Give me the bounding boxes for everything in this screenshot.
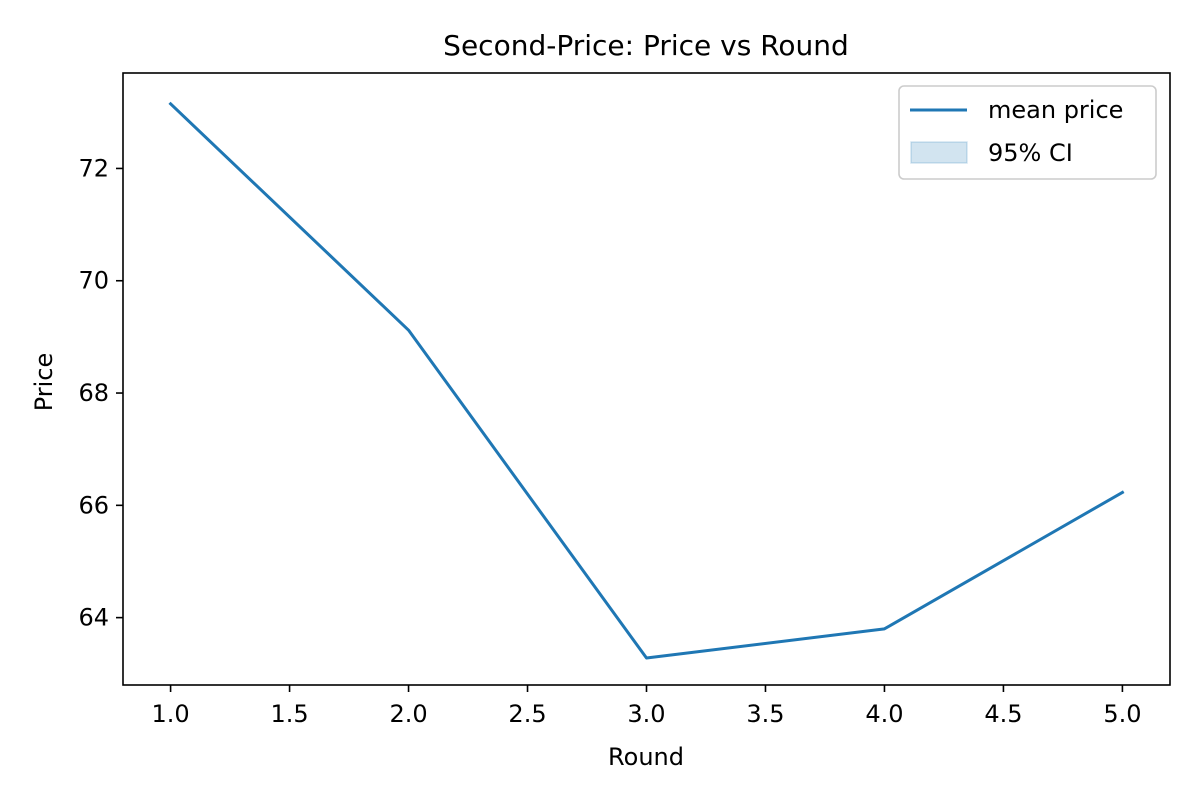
- series-line-mean-price: [168, 101, 1125, 660]
- y-tick-label: 64: [78, 604, 109, 632]
- y-axis: 64 66 68 70 72: [78, 154, 123, 632]
- x-tick-label: 3.0: [627, 700, 665, 728]
- series-line-layer: [168, 101, 1125, 660]
- chart-title: Second-Price: Price vs Round: [443, 29, 849, 62]
- x-tick-label: 4.5: [984, 700, 1022, 728]
- legend-label-95-ci: 95% CI: [988, 139, 1073, 167]
- legend: mean price 95% CI: [898, 85, 1157, 180]
- x-tick-label: 3.5: [746, 700, 784, 728]
- legend-label-mean-price: mean price: [988, 96, 1123, 124]
- y-axis-label: Price: [30, 353, 58, 412]
- y-tick-label: 68: [78, 379, 109, 407]
- y-tick-label: 72: [78, 154, 109, 182]
- x-axis: 1.0 1.5 2.0 2.5 3.0 3.5 4.0 4.5 5.0: [152, 685, 1141, 728]
- x-tick-label: 2.0: [389, 700, 427, 728]
- x-tick-label: 1.5: [270, 700, 308, 728]
- x-axis-label: Round: [608, 743, 684, 771]
- x-tick-label: 1.0: [152, 700, 190, 728]
- x-tick-label: 5.0: [1103, 700, 1141, 728]
- y-tick-label: 66: [78, 491, 109, 519]
- y-tick-label: 70: [78, 267, 109, 295]
- legend-area-swatch: [910, 141, 968, 164]
- x-tick-label: 2.5: [508, 700, 546, 728]
- x-tick-label: 4.0: [865, 700, 903, 728]
